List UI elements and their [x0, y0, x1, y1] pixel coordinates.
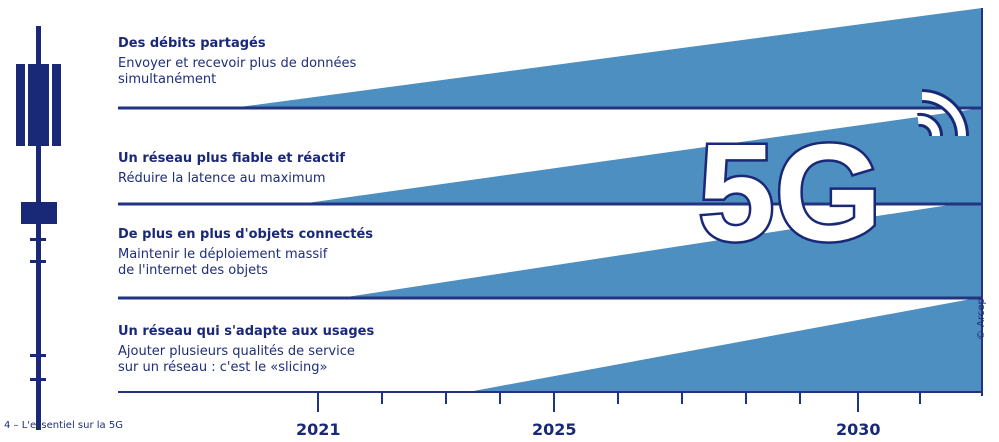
row-title: Un réseau qui s'adapte aux usages	[118, 324, 375, 339]
year-label-2025: 2025	[532, 420, 577, 439]
timeline-axis	[317, 392, 921, 412]
row-description: Réduire la latence au maximum	[118, 171, 538, 187]
row-3: De plus en plus d'objets connectés Maint…	[118, 227, 538, 279]
wedge-band-4	[468, 297, 982, 392]
5g-badge: 5G	[698, 116, 882, 270]
row-desc-line: Réduire la latence au maximum	[118, 171, 326, 186]
row-description: Ajouter plusieurs qualités de service su…	[118, 344, 538, 376]
row-desc-line: simultanément	[118, 72, 217, 87]
row-title: Des débits partagés	[118, 36, 266, 51]
wedge-band-3	[340, 200, 982, 298]
wedge-band-2	[300, 108, 982, 204]
antenna-tower-icon	[16, 26, 61, 430]
row-desc-line: sur un réseau : c'est le «slicing»	[118, 360, 328, 375]
figure-caption: 4 – L'essentiel sur la 5G	[4, 420, 123, 431]
row-desc-line: Maintenir le déploiement massif	[118, 247, 328, 262]
row-desc-line: de l'internet des objets	[118, 263, 268, 278]
year-label-2021: 2021	[296, 420, 341, 439]
row-2: Un réseau plus fiable et réactif Réduire…	[118, 151, 538, 187]
row-desc-line: Ajouter plusieurs qualités de service	[118, 344, 355, 359]
wedge-band-1	[232, 8, 982, 108]
row-4: Un réseau qui s'adapte aux usages Ajoute…	[118, 324, 538, 376]
wifi-signal-icon	[917, 89, 969, 137]
year-label-2030: 2030	[836, 420, 881, 439]
row-description: Maintenir le déploiement massif de l'int…	[118, 247, 538, 279]
row-description: Envoyer et recevoir plus de données simu…	[118, 56, 538, 88]
row-title: Un réseau plus fiable et réactif	[118, 151, 346, 166]
row-1: Des débits partagés Envoyer et recevoir …	[118, 36, 538, 88]
row-title: De plus en plus d'objets connectés	[118, 227, 374, 242]
row-desc-line: Envoyer et recevoir plus de données	[118, 56, 357, 71]
credit-text: © Arcep	[976, 298, 987, 340]
